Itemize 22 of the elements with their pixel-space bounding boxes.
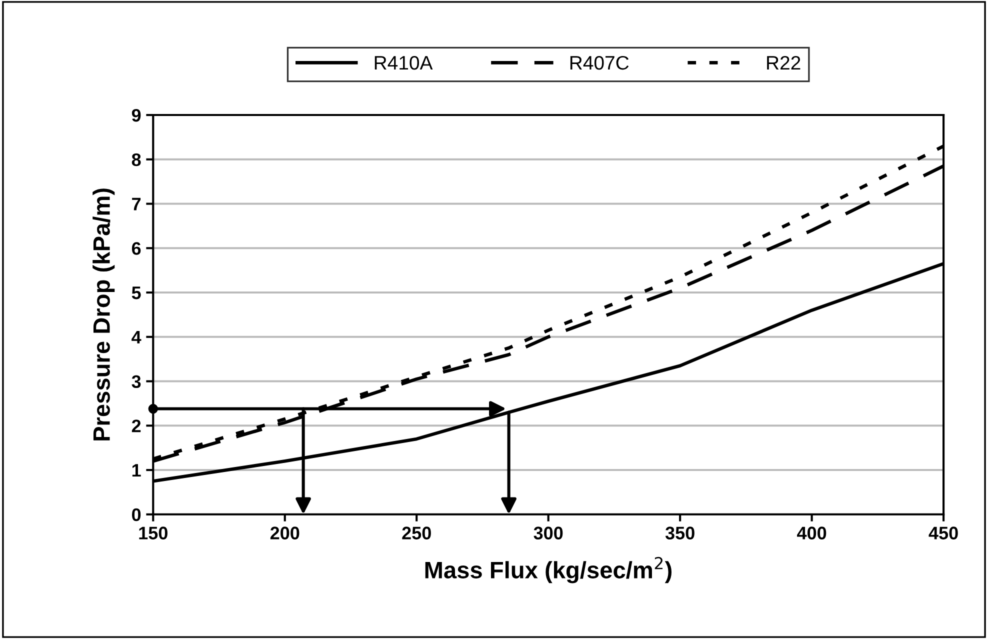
legend-label: R407C — [570, 56, 629, 70]
y-tick-label: 9 — [132, 108, 141, 122]
legend-label: R410A — [374, 56, 433, 70]
y-tick-label: 0 — [132, 508, 141, 522]
x-tick-label: 450 — [928, 526, 958, 540]
y-tick-label: 4 — [132, 331, 142, 344]
y-axis-title: Pressure Drop (kPa/m) — [92, 188, 115, 440]
x-tick-label: 150 — [139, 526, 168, 540]
x-tick-label: 200 — [270, 526, 300, 540]
y-tick-label: 1 — [132, 464, 141, 477]
y-tick-label: 3 — [132, 375, 141, 388]
x-axis-title: Mass Flux (kg/sec/m$^{2}$) — [425, 556, 672, 584]
y-tick-label: 5 — [132, 286, 141, 300]
legend-label: R22 — [767, 56, 800, 70]
x-tick-label: 400 — [797, 526, 826, 540]
y-tick-label: 8 — [132, 153, 141, 166]
x-tick-label: 350 — [665, 526, 694, 540]
y-tick-label: 6 — [132, 242, 141, 255]
x-tick-label: 250 — [402, 526, 431, 540]
x-tick-label: 300 — [534, 526, 563, 540]
y-tick-label: 2 — [132, 420, 141, 432]
y-tick-label: 7 — [132, 198, 141, 210]
